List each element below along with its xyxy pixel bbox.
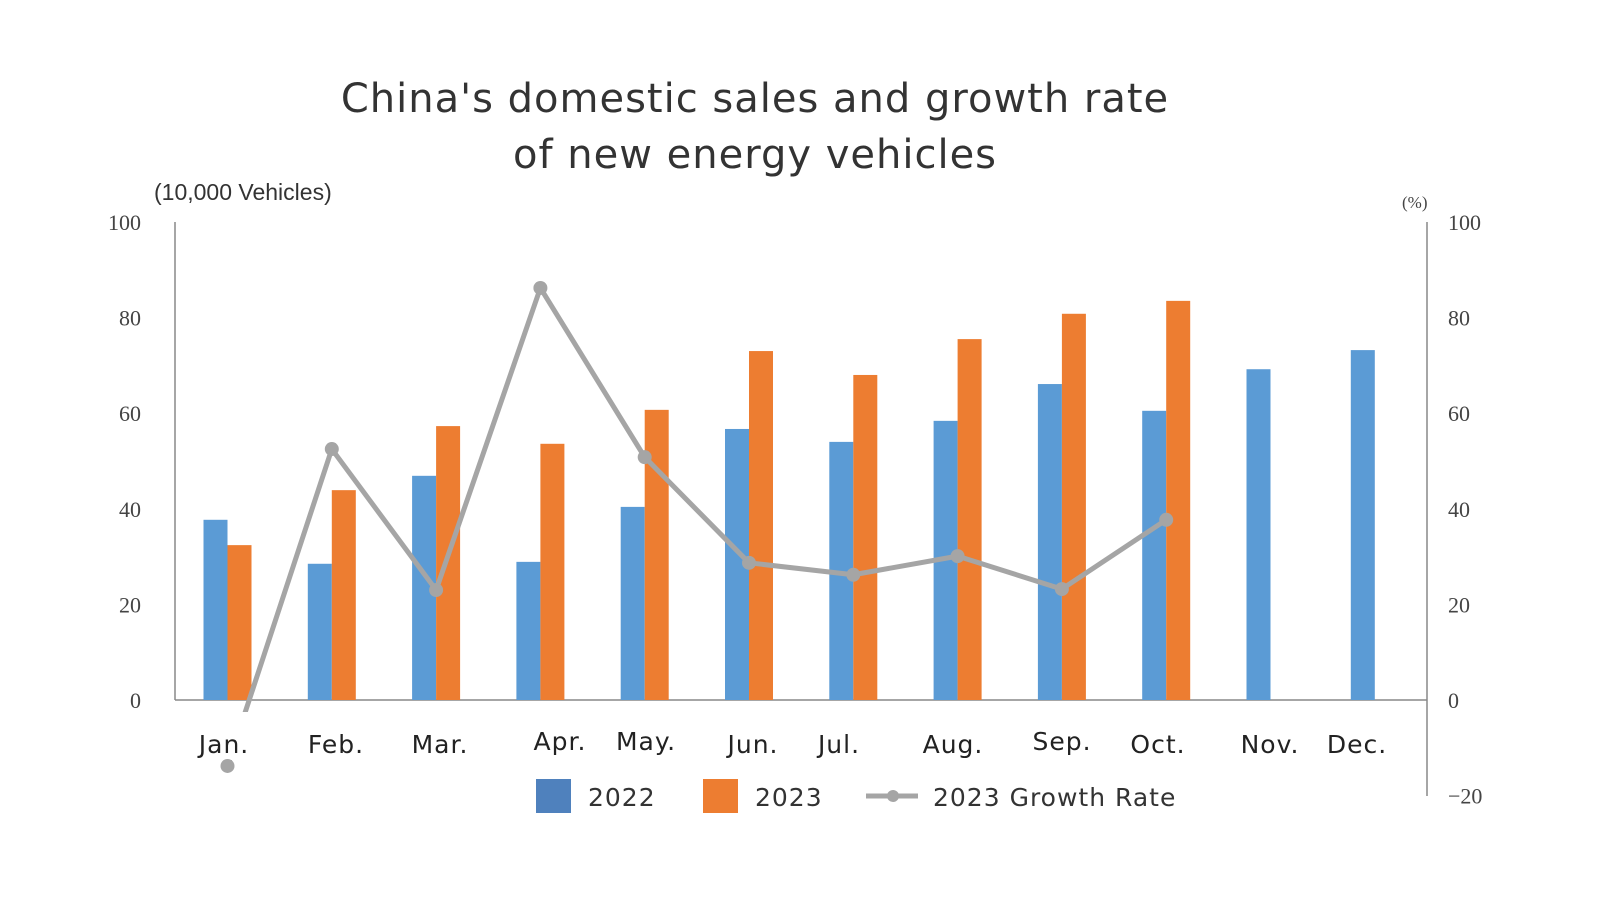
legend-swatch-growth-marker	[887, 790, 899, 802]
bar-2022-jan	[203, 519, 228, 700]
bar-2023-jul	[853, 374, 878, 700]
left-tick-label: 40	[119, 497, 141, 522]
growth-point-jul	[846, 567, 861, 582]
right-tick-label: 0	[1448, 688, 1459, 713]
month-label-band	[176, 712, 1426, 760]
bar-2022-dec	[1350, 350, 1375, 700]
right-tick-label: 20	[1448, 592, 1470, 617]
bar-2023-feb	[331, 490, 356, 700]
growth-point-feb	[324, 442, 339, 457]
bar-2023-aug	[957, 339, 982, 700]
legend-label-2022: 2022	[588, 783, 656, 812]
bar-2023-sep	[1061, 313, 1086, 700]
bar-2022-oct	[1142, 410, 1167, 700]
legend-label-2023: 2023	[755, 783, 823, 812]
growth-rate-line	[225, 285, 1168, 767]
chart-title-line-2: of new energy vehicles	[513, 132, 997, 178]
left-tick-label: 100	[108, 210, 141, 235]
chart-title-line-1: China's domestic sales and growth rate	[341, 76, 1169, 122]
x-tick-label: Jul.	[816, 730, 860, 759]
right-tick-label: 60	[1448, 401, 1470, 426]
right-tick-label: 100	[1448, 210, 1481, 235]
right-tick-label: −20	[1448, 784, 1482, 809]
bar-2022-sep	[1037, 384, 1062, 700]
bar-2022-may	[620, 506, 645, 700]
x-tick-label: Apr.	[534, 727, 587, 756]
x-tick-label: Jun.	[725, 730, 778, 759]
growth-point-jan	[220, 758, 235, 773]
legend-swatch-2022	[536, 779, 571, 813]
growth-point-aug	[950, 549, 965, 564]
left-tick-label: 0	[130, 688, 141, 713]
right-tick-label: 80	[1448, 306, 1470, 331]
x-tick-label: Mar.	[412, 730, 469, 759]
x-tick-label: Feb.	[308, 730, 364, 759]
left-tick-label: 20	[119, 592, 141, 617]
bar-2022-nov	[1246, 369, 1271, 700]
x-tick-label: Jan.	[197, 730, 249, 759]
bar-2022-feb	[307, 563, 332, 700]
growth-point-jun	[742, 555, 756, 570]
x-tick-label: Dec.	[1327, 730, 1387, 759]
x-tick-label: Aug.	[923, 730, 984, 759]
x-tick-label: Oct.	[1130, 730, 1185, 759]
growth-point-oct	[1159, 512, 1174, 527]
left-tick-label: 60	[119, 401, 141, 426]
growth-point-sep	[1054, 582, 1069, 597]
bar-2023-oct	[1166, 300, 1191, 700]
growth-point-mar	[429, 583, 444, 598]
legend-label-growth-rate: 2023 Growth Rate	[933, 783, 1176, 812]
x-tick-label: Sep.	[1032, 727, 1091, 756]
x-tick-label: Nov.	[1241, 730, 1300, 759]
legend-swatch-2023	[703, 779, 738, 813]
left-tick-label: 80	[119, 306, 141, 331]
bar-2023-apr	[540, 443, 565, 700]
bar-2023-jun	[749, 351, 773, 700]
bar-2023-mar	[436, 426, 461, 700]
legend: 2022 2023 2023 Growth Rate	[536, 779, 1176, 813]
bar-2022-apr	[516, 561, 541, 700]
x-tick-label: May.	[616, 727, 676, 756]
right-axis-unit: (%)	[1402, 193, 1427, 212]
growth-point-may	[637, 450, 652, 465]
bar-2023-jan	[227, 545, 252, 700]
right-tick-label: 40	[1448, 497, 1470, 522]
growth-point-apr	[533, 280, 548, 295]
left-axis-unit: (10,000 Vehicles)	[154, 179, 332, 205]
